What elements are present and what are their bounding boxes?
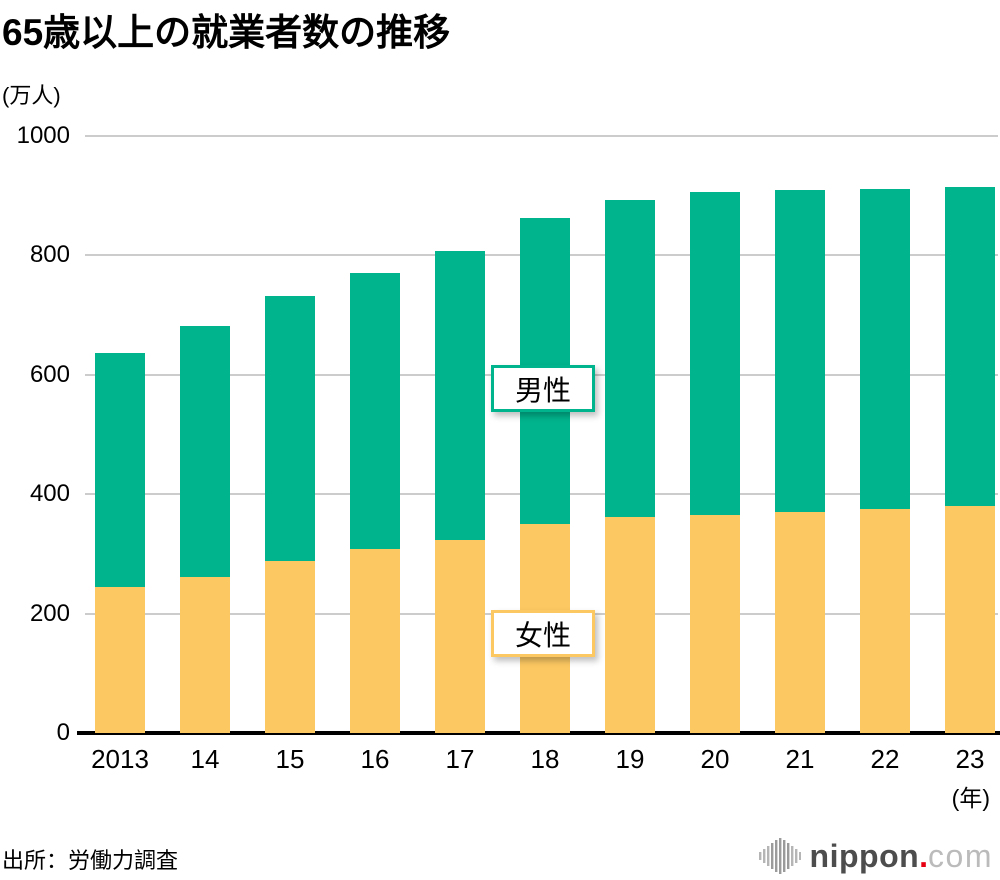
male-label-text: 男性 [514, 374, 571, 406]
bar-22-male [860, 188, 910, 510]
x-axis-unit-label: (年) [951, 785, 990, 811]
series-label-female: 女性 [491, 610, 595, 657]
logo-wordmark: nippon. com [810, 836, 993, 876]
x-tick-label-14: 14 [190, 744, 220, 774]
y-axis-tick-labels: 0 200 400 600 800 1000 [0, 122, 70, 746]
nippon-logo: nippon. com [758, 836, 993, 876]
bar-17-male [435, 251, 485, 541]
female-label-text: 女性 [514, 619, 571, 651]
x-tick-label-20: 20 [700, 744, 730, 774]
bar-14-female [180, 577, 230, 733]
chart-title: 65歳以上の就業者数の推移 [2, 12, 451, 53]
bar-14-male [180, 325, 230, 578]
bar-20-female [690, 514, 740, 733]
y-tick-label-800: 800 [29, 241, 70, 269]
x-tick-label-21: 21 [785, 744, 815, 774]
bar-2013-male [95, 352, 145, 588]
bar-15-male [265, 296, 315, 562]
x-tick-label-2013: 2013 [91, 744, 149, 774]
bar-23-female [945, 506, 995, 733]
bar-23-male [945, 187, 995, 507]
x-tick-label-18: 18 [530, 744, 560, 774]
bar-19-male [605, 200, 655, 518]
bar-16-female [350, 549, 400, 733]
bar-19-female [605, 517, 655, 733]
bar-15-female [265, 561, 315, 733]
x-tick-label-17: 17 [445, 744, 475, 774]
bar-22-female [860, 509, 910, 733]
x-axis-line [77, 731, 1000, 735]
bar-16-male [350, 273, 400, 550]
y-tick-label-1000: 1000 [16, 122, 70, 149]
series-label-male: 男性 [491, 365, 595, 412]
y-axis-unit-label: (万人) [2, 83, 61, 108]
x-tick-label-15: 15 [275, 744, 305, 774]
bar-20-male [690, 192, 740, 515]
soundwave-bars-icon [758, 838, 801, 874]
x-axis-tick-labels: 2013 14 15 16 17 18 19 20 21 22 23 [85, 744, 995, 776]
plot-area: 男性 女性 [77, 135, 1000, 735]
logo-dot: . [919, 838, 929, 874]
x-tick-label-22: 22 [870, 744, 900, 774]
bar-21-female [775, 511, 825, 733]
y-tick-label-600: 600 [29, 360, 70, 388]
bar-21-male [775, 190, 825, 512]
y-tick-label-200: 200 [29, 599, 70, 627]
y-tick-label-0: 0 [56, 719, 70, 746]
bar-2013-female [95, 587, 145, 733]
source-note: 出所：労働力調査 [2, 848, 179, 873]
x-tick-label-19: 19 [615, 744, 645, 774]
x-tick-label-23: 23 [955, 744, 985, 774]
y-tick-label-400: 400 [29, 480, 70, 508]
x-tick-label-16: 16 [360, 744, 390, 774]
logo-text-light: com [928, 838, 993, 874]
bar-17-female [435, 540, 485, 733]
logo-text-bold: nippon [809, 838, 920, 874]
gridline-1000 [85, 135, 998, 137]
